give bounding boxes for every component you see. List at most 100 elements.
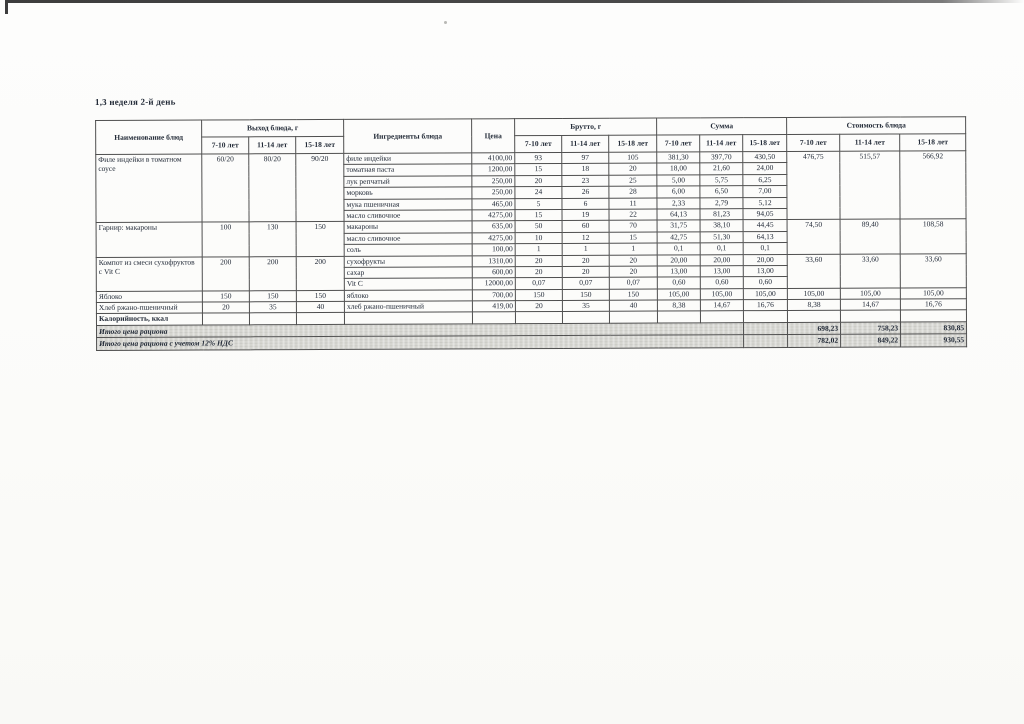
sum-cell: 13,00 bbox=[700, 265, 744, 278]
document-content: 1,3 неделя 2-й день Наименование блюд Вы… bbox=[95, 93, 968, 351]
header-cost: Стоимость блюда bbox=[786, 116, 966, 135]
brutto-cell: 1 bbox=[609, 243, 658, 255]
table-header: Наименование блюд Выход блюда, г Ингреди… bbox=[95, 116, 966, 155]
brutto-cell: 0,07 bbox=[515, 277, 563, 290]
cost-cell: 476,75 bbox=[786, 151, 841, 220]
brutto-cell: 70 bbox=[609, 220, 658, 232]
ingredient-cell: яблоко bbox=[344, 289, 473, 302]
cost-cell: 33,60 bbox=[900, 253, 967, 288]
sum-cell: 0,60 bbox=[657, 277, 701, 289]
empty-cell bbox=[743, 334, 788, 348]
sum-cell: 13,00 bbox=[743, 265, 788, 277]
output-cell: 200 bbox=[296, 255, 345, 291]
sum-cell: 18,00 bbox=[656, 163, 700, 175]
empty-cell bbox=[515, 311, 563, 324]
price-cell: 635,00 bbox=[472, 221, 516, 233]
empty-cell bbox=[344, 312, 473, 325]
scan-top-edge bbox=[5, 0, 1024, 3]
brutto-cell: 20 bbox=[562, 254, 610, 267]
price-cell: 1310,00 bbox=[472, 255, 516, 267]
cost-cell: 105,00 bbox=[840, 287, 901, 300]
brutto-cell: 10 bbox=[515, 232, 563, 244]
header-age: 15-18 лет bbox=[608, 135, 657, 153]
header-age: 15-18 лет bbox=[899, 133, 966, 151]
output-cell: 20 bbox=[202, 301, 250, 314]
header-age: 15-18 лет bbox=[742, 134, 787, 152]
dish-name-cell: Яблоко bbox=[96, 290, 203, 303]
sum-cell: 64,13 bbox=[657, 208, 701, 221]
ingredient-cell: масло сливочное bbox=[344, 232, 473, 245]
brutto-cell: 15 bbox=[609, 231, 658, 244]
brutto-cell: 25 bbox=[608, 174, 657, 187]
total-label-cell: Итого цена рациона с учетом 12% НДС bbox=[96, 335, 744, 351]
dish-name-cell: Хлеб ржано-пшеничный bbox=[96, 302, 203, 314]
cost-cell: 33,60 bbox=[840, 253, 901, 288]
ingredient-cell: хлеб ржано-пшеничный bbox=[344, 300, 473, 313]
total-value-cell: 849,22 bbox=[840, 334, 901, 348]
header-dish: Наименование блюд bbox=[95, 120, 202, 155]
brutto-cell: 0,07 bbox=[609, 277, 658, 289]
total-row: Итого цена рациона с учетом 12% НДС 782,0… bbox=[96, 334, 967, 351]
cost-cell: 14,67 bbox=[840, 299, 901, 311]
brutto-cell: 23 bbox=[561, 175, 609, 187]
brutto-cell: 150 bbox=[515, 289, 563, 301]
brutto-cell: 24 bbox=[514, 186, 562, 199]
total-value-cell: 758,23 bbox=[840, 321, 901, 335]
sum-cell: 44,45 bbox=[743, 219, 788, 232]
dish-name-cell: Гарнир: макароны bbox=[96, 222, 203, 258]
output-cell: 150 bbox=[296, 221, 345, 257]
brutto-cell: 50 bbox=[515, 220, 563, 233]
brutto-cell: 6 bbox=[561, 197, 610, 210]
empty-cell bbox=[472, 312, 516, 324]
ingredient-cell: макароны bbox=[344, 221, 473, 234]
header-output: Выход блюда, г bbox=[201, 119, 344, 138]
empty-cell bbox=[202, 313, 250, 325]
scan-corner-mark bbox=[5, 0, 8, 14]
header-brutto: Брутто, г bbox=[514, 118, 657, 136]
price-cell: 4275,00 bbox=[472, 209, 516, 222]
cost-cell: 105,00 bbox=[787, 287, 841, 300]
page-title: 1,3 неделя 2-й день bbox=[95, 96, 176, 107]
sum-cell: 0,60 bbox=[743, 276, 788, 289]
empty-cell bbox=[609, 311, 658, 324]
brutto-cell: 0,07 bbox=[562, 277, 610, 290]
brutto-cell: 35 bbox=[562, 300, 610, 312]
output-cell: 90/20 bbox=[295, 153, 345, 222]
brutto-cell: 20 bbox=[609, 254, 658, 267]
brutto-cell: 15 bbox=[515, 209, 563, 222]
sum-cell: 5,00 bbox=[656, 174, 700, 187]
empty-cell bbox=[700, 311, 744, 323]
ingredient-cell: масло сливочное bbox=[344, 209, 473, 222]
sum-cell: 16,76 bbox=[743, 299, 788, 312]
dish-name-cell: Компот из смеси сухофруктов с Vit C bbox=[96, 256, 203, 292]
sum-cell: 105,00 bbox=[657, 288, 701, 301]
cost-cell: 105,00 bbox=[900, 287, 967, 300]
empty-cell bbox=[900, 310, 967, 322]
cost-cell: 74,50 bbox=[787, 219, 841, 254]
ingredient-cell: мука пшеничная bbox=[343, 198, 473, 211]
sum-cell: 14,67 bbox=[700, 299, 744, 312]
price-cell: 4275,00 bbox=[472, 232, 516, 244]
header-age: 7-10 лет bbox=[514, 135, 562, 153]
sum-cell: 6,25 bbox=[742, 174, 787, 186]
ingredient-cell: томатная паста bbox=[343, 164, 472, 177]
sum-cell: 81,23 bbox=[700, 208, 744, 221]
sum-cell: 94,05 bbox=[743, 208, 788, 221]
ingredient-cell: лук репчатый bbox=[343, 175, 472, 188]
sum-cell: 31,75 bbox=[657, 220, 701, 232]
sum-cell: 105,00 bbox=[743, 288, 788, 300]
empty-cell bbox=[743, 322, 788, 336]
sum-cell: 105,00 bbox=[700, 288, 744, 300]
price-cell: 1200,00 bbox=[471, 164, 515, 176]
sum-cell: 397,70 bbox=[699, 151, 743, 164]
cost-cell: 515,57 bbox=[839, 150, 901, 220]
header-sum: Сумма bbox=[656, 117, 787, 136]
cost-cell: 33,60 bbox=[787, 253, 841, 289]
sum-cell: 6,50 bbox=[699, 185, 744, 198]
brutto-cell: 20 bbox=[562, 266, 610, 278]
price-cell: 250,00 bbox=[471, 186, 515, 199]
empty-cell bbox=[840, 310, 901, 323]
cost-cell: 566,92 bbox=[899, 150, 967, 220]
brutto-cell: 1 bbox=[562, 243, 610, 255]
